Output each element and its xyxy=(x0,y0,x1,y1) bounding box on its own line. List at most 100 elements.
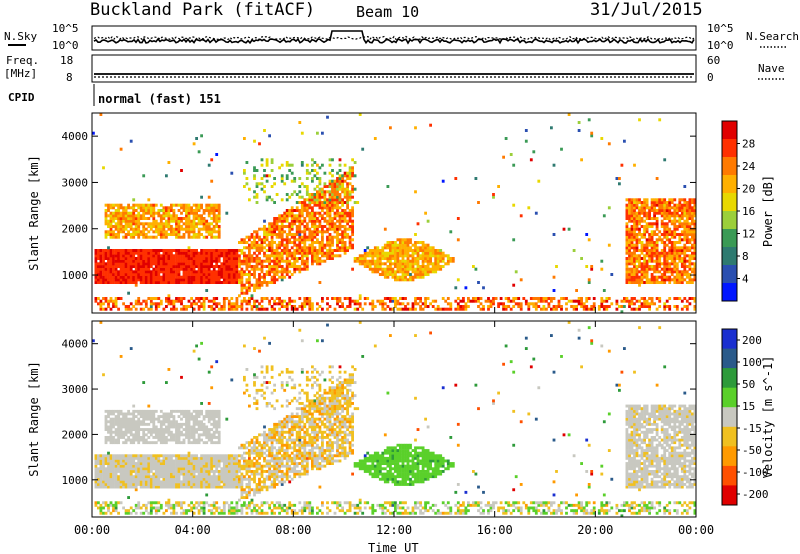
heatmap-cell xyxy=(441,259,445,263)
heatmap-cell xyxy=(263,273,266,276)
heatmap-cell xyxy=(217,257,221,260)
heatmap-cell xyxy=(285,211,289,215)
heatmap-cell xyxy=(147,198,151,202)
heatmap-cell xyxy=(152,257,156,260)
heatmap-cell xyxy=(165,299,168,303)
heatmap-cell xyxy=(383,246,387,250)
heatmap-cell xyxy=(112,417,115,421)
heatmap-cell xyxy=(255,195,259,199)
heatmap-cell xyxy=(134,281,138,284)
heatmap-cell xyxy=(185,307,188,311)
heatmap-cell xyxy=(144,470,148,473)
heatmap-cell xyxy=(275,257,279,260)
heatmap-cell xyxy=(217,203,221,207)
heatmap-cell xyxy=(157,267,161,271)
heatmap-cell xyxy=(149,433,153,437)
heatmap-cell xyxy=(109,214,113,218)
heatmap-cell xyxy=(678,278,682,282)
heatmap-cell xyxy=(358,302,362,306)
heatmap-cell xyxy=(185,278,188,282)
heatmap-cell xyxy=(625,235,629,239)
heatmap-cell xyxy=(112,459,115,463)
heatmap-cell xyxy=(215,217,219,220)
heatmap-cell xyxy=(399,246,402,250)
heatmap-cell xyxy=(346,177,349,180)
heatmap-cell xyxy=(653,259,656,263)
heatmap-cell xyxy=(129,472,133,476)
heatmap-cell xyxy=(157,467,161,471)
heatmap-cell xyxy=(643,235,646,239)
heatmap-cell xyxy=(162,251,166,255)
heatmap-cell xyxy=(328,257,332,260)
heatmap-cell xyxy=(185,222,188,226)
heatmap-cell xyxy=(670,230,674,234)
heatmap-cell xyxy=(394,257,397,260)
heatmap-cell xyxy=(127,233,130,236)
heatmap-cell xyxy=(175,222,178,226)
heatmap-cell xyxy=(142,270,146,274)
heatmap-cell xyxy=(590,267,594,271)
heatmap-cell xyxy=(159,254,163,258)
heatmap-cell xyxy=(197,233,201,236)
heatmap-cell xyxy=(333,235,337,239)
heatmap-cell xyxy=(107,278,110,282)
heatmap-cell xyxy=(147,225,151,228)
heatmap-cell xyxy=(318,195,322,199)
heatmap-cell xyxy=(328,235,332,239)
heatmap-cell xyxy=(421,262,425,266)
heatmap-cell xyxy=(685,273,689,276)
heatmap-cell xyxy=(333,225,337,228)
heatmap-cell xyxy=(406,270,410,274)
heatmap-cell xyxy=(94,270,98,274)
heatmap-cell xyxy=(623,305,626,308)
heatmap-cell xyxy=(426,219,430,223)
heatmap-cell xyxy=(142,227,146,231)
heatmap-cell xyxy=(691,243,694,247)
heatmap-cell xyxy=(406,254,410,258)
heatmap-cell xyxy=(280,275,284,279)
heatmap-cell xyxy=(207,262,211,266)
heatmap-cell xyxy=(492,302,495,306)
heatmap-cell xyxy=(112,265,115,268)
heatmap-cell xyxy=(240,262,244,266)
heatmap-cell xyxy=(633,238,636,242)
heatmap-cell xyxy=(381,273,385,276)
heatmap-cell xyxy=(182,281,186,284)
heatmap-cell xyxy=(638,257,641,260)
heatmap-cell xyxy=(346,171,349,175)
heatmap-cell xyxy=(394,254,397,258)
heatmap-cell xyxy=(195,302,198,306)
heatmap-cell xyxy=(129,307,133,311)
heatmap-cell xyxy=(220,305,224,308)
heatmap-cell xyxy=(154,273,158,276)
heatmap-cell xyxy=(207,281,211,284)
heatmap-cell xyxy=(658,211,662,215)
heatmap-cell xyxy=(144,509,148,513)
heatmap-cell xyxy=(351,299,354,303)
heatmap-cell xyxy=(399,251,402,255)
heatmap-cell xyxy=(102,501,105,505)
heatmap-cell xyxy=(132,420,136,424)
heatmap-cell xyxy=(633,243,636,247)
heatmap-cell xyxy=(212,217,216,220)
heatmap-cell xyxy=(99,251,103,255)
heatmap-cell xyxy=(170,230,173,234)
heatmap-cell xyxy=(625,262,629,266)
heatmap-cell xyxy=(336,299,339,303)
heatmap-cell xyxy=(195,275,198,279)
heatmap-cell xyxy=(300,307,304,311)
heatmap-cell xyxy=(180,211,183,215)
heatmap-cell xyxy=(197,219,201,223)
heatmap-cell xyxy=(270,259,274,263)
heatmap-cell xyxy=(361,307,365,311)
heatmap-cell xyxy=(107,438,110,442)
heatmap-cell xyxy=(630,219,634,223)
heatmap-cell xyxy=(122,485,125,489)
heatmap-cell xyxy=(230,254,234,258)
heatmap-cell xyxy=(159,275,163,279)
heatmap-cell xyxy=(170,464,173,468)
heatmap-cell xyxy=(373,259,377,263)
heatmap-cell xyxy=(215,153,219,156)
heatmap-cell xyxy=(117,222,120,226)
heatmap-cell xyxy=(97,456,100,460)
